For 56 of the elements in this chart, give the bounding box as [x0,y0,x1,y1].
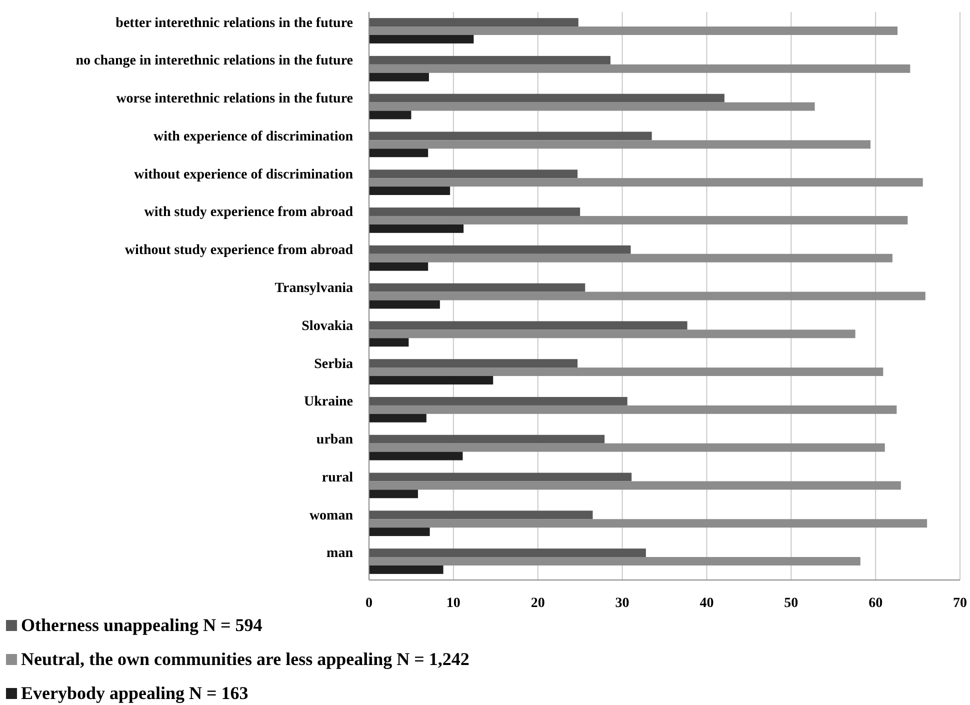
bar [369,434,605,444]
bar [369,528,430,536]
x-tick-label: 30 [615,596,630,611]
bar [369,396,628,406]
y-tick-label: Transylvania [274,281,353,296]
bar [369,300,440,309]
bar [369,283,586,292]
legend-label: Otherness unappealing N = 594 [21,615,262,635]
bar [369,110,412,120]
bar [369,208,580,216]
bar [369,262,428,271]
legend-label: Everybody appealing N = 163 [21,683,248,703]
bar [369,452,463,460]
y-tick-label: Ukraine [304,394,353,410]
x-tick-label: 70 [953,596,967,611]
y-tick-label: no change in interethnic relations in the future [76,54,353,69]
y-tick-label: without study experience from abroad [124,243,354,258]
x-tick-label: 40 [700,596,714,611]
y-tick-label: Slovakia [302,318,353,334]
x-tick-label: 20 [530,596,545,611]
y-tick-label: worse interethnic relations in the future [116,92,353,107]
bar [369,338,409,347]
x-tick-label: 60 [868,596,883,611]
bar [369,170,578,178]
bar [369,510,593,520]
y-tick-label: with study experience from abroad [144,205,354,220]
bar [369,472,632,482]
x-tick-label: 0 [366,596,372,611]
bar [369,72,429,82]
bar [369,34,474,44]
bar [369,414,426,422]
bar [369,18,578,27]
bar [369,132,652,140]
y-tick-label: woman [309,508,354,524]
y-tick-label: man [326,546,354,562]
y-tick-label: rural [322,470,354,486]
bar [369,565,444,574]
bar [369,224,464,233]
bar [369,548,646,558]
x-tick-label: 50 [784,596,798,611]
bar [369,359,578,368]
bar [369,94,724,102]
legend-label: Neutral, the own communities are less appealing N = 1,242 [21,649,470,669]
bar [369,186,450,196]
y-tick-label: with experience of discrimination [154,129,354,144]
bar [369,245,631,254]
bar [369,148,428,158]
bar [369,490,418,498]
y-tick-label: without experience of discrimination [134,167,354,182]
x-tick-label: 10 [446,596,460,611]
y-tick-label: Serbia [314,356,353,372]
y-tick-label: urban [316,432,354,448]
bar [369,321,688,330]
y-tick-label: better interethnic relations in the future [116,16,353,31]
bar [369,56,610,64]
bar [369,376,494,384]
